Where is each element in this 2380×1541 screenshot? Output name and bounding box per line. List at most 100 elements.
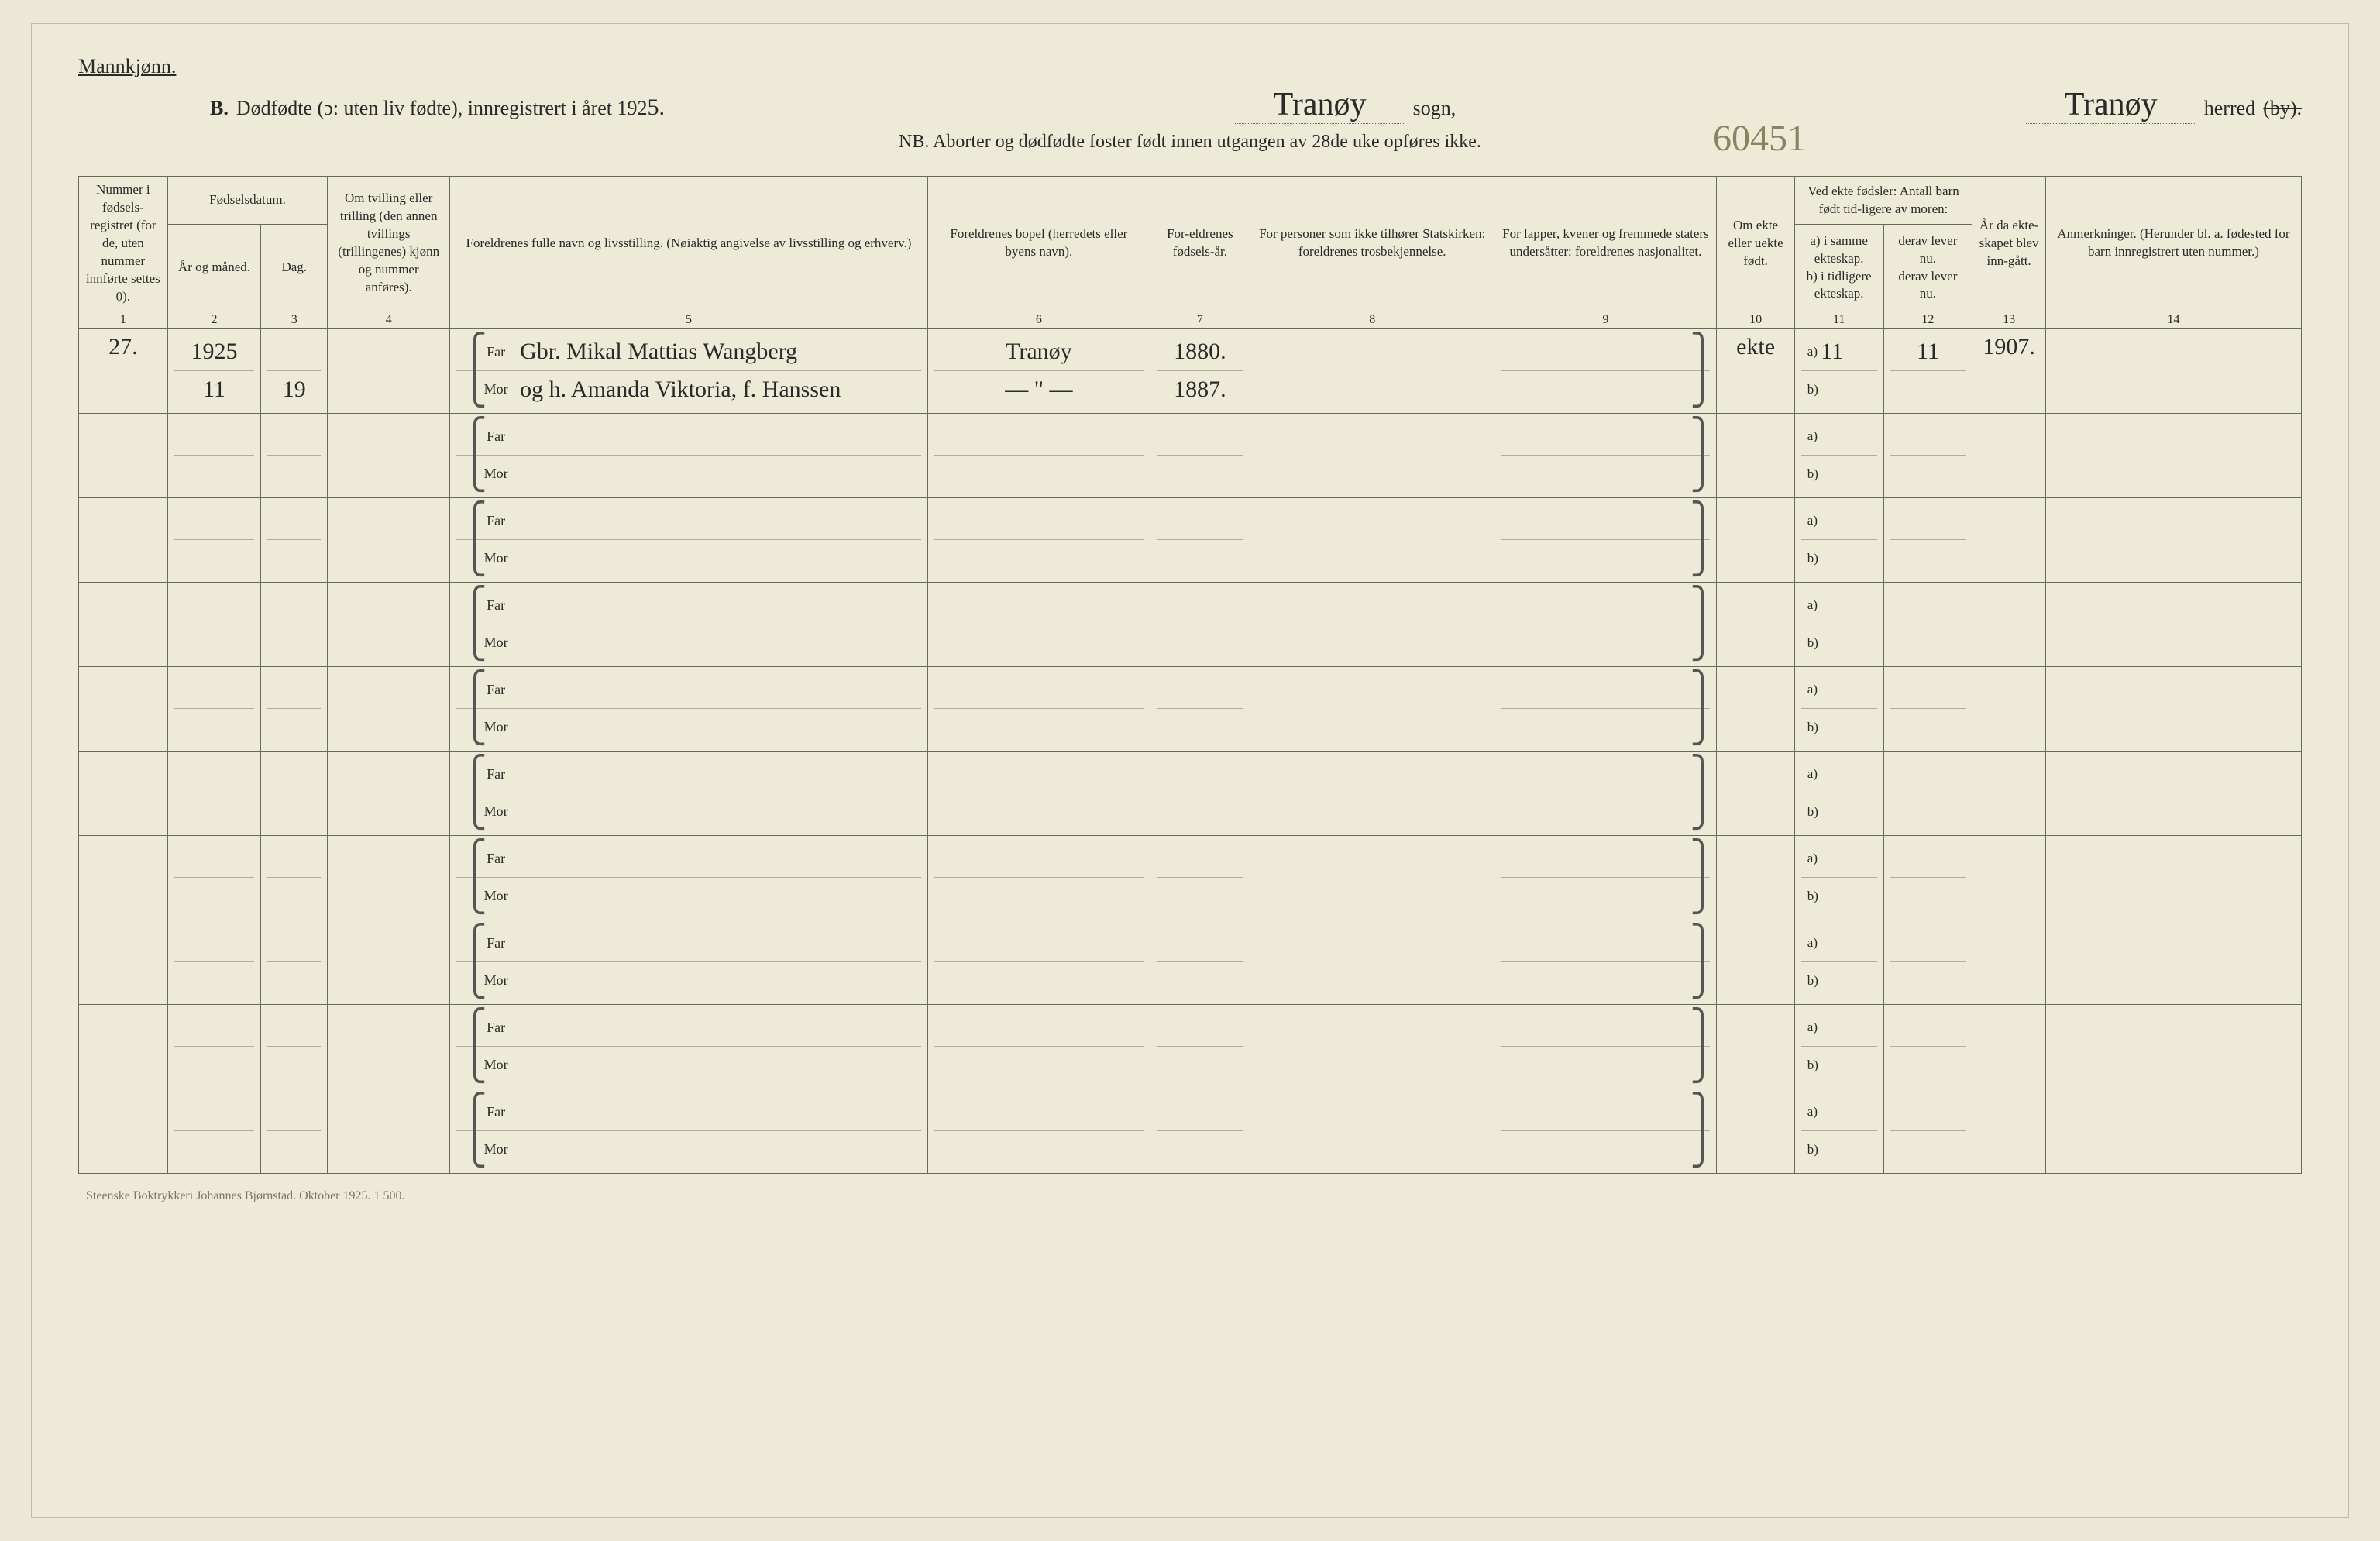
cell-year-month — [167, 582, 260, 666]
far-name: Gbr. Mikal Mattias Wangberg — [515, 339, 915, 365]
cell-marriage-year — [1972, 835, 2046, 920]
col-11-12-group-header: Ved ekte fødsler: Antall barn født tid-l… — [1794, 177, 1972, 225]
cell-marriage-year — [1972, 666, 2046, 751]
table-row: ⎧ Far ⎩ Mor ⎫ ⎭ a) b) — [79, 497, 2302, 582]
colnum: 3 — [261, 311, 328, 328]
cell-parents: ⎧ Far ⎩ Mor — [450, 497, 928, 582]
table-row: 27.1925 11 19 ⎧ Far Gbr. Mikal Mattias W… — [79, 328, 2302, 413]
cell-year-month — [167, 1004, 260, 1089]
mor-label: Mor — [476, 381, 515, 397]
table-row: ⎧ Far ⎩ Mor ⎫ ⎭ a) b) — [79, 666, 2302, 751]
cell-nationality: ⎫ ⎭ — [1494, 920, 1717, 1004]
ab-b-label: b) — [1807, 466, 1818, 482]
col-8-header: For personer som ikke tilhører Statskirk… — [1250, 177, 1494, 311]
cell-day — [261, 582, 328, 666]
far-label: Far — [476, 851, 515, 867]
cell-bopel: Tranøy — " — — [927, 328, 1150, 413]
title-line: B. Dødfødte (ɔ: uten liv fødte), innregi… — [78, 86, 2302, 124]
cell-c12 — [1883, 751, 1972, 835]
cell-remarks — [2045, 666, 2301, 751]
sogn-value: Tranøy — [1235, 86, 1405, 124]
cell-c11: a) b) — [1794, 582, 1883, 666]
year-value: 1925 — [191, 339, 237, 365]
cell-year-month — [167, 413, 260, 497]
cell-ekte — [1717, 835, 1794, 920]
colnum: 7 — [1150, 311, 1250, 328]
mor-label: Mor — [476, 972, 515, 989]
cell-twin — [328, 1004, 450, 1089]
table-header: Nummer i fødsels-registret (for de, uten… — [79, 177, 2302, 329]
cell-faith — [1250, 328, 1494, 413]
ab-a-label: a) — [1807, 1020, 1818, 1035]
year-suffix: 5. — [648, 95, 666, 120]
colnum: 8 — [1250, 311, 1494, 328]
cell-faith — [1250, 751, 1494, 835]
cell-bopel — [927, 497, 1150, 582]
mor-label: Mor — [476, 888, 515, 904]
cell-ekte: ekte — [1717, 328, 1794, 413]
cell-parents: ⎧ Far ⎩ Mor — [450, 666, 928, 751]
col-10-header: Om ekte eller uekte født. — [1717, 177, 1794, 311]
ab-a-label: a) — [1807, 428, 1818, 444]
cell-day — [261, 1004, 328, 1089]
cell-nationality: ⎫ ⎭ — [1494, 1089, 1717, 1173]
cell-num — [79, 920, 168, 1004]
far-label: Far — [476, 682, 515, 698]
cell-ekte — [1717, 582, 1794, 666]
cell-year-month — [167, 666, 260, 751]
cell-nationality: ⎫ ⎭ — [1494, 497, 1717, 582]
cell-ekte — [1717, 1004, 1794, 1089]
cell-ekte — [1717, 497, 1794, 582]
cell-year-month — [167, 751, 260, 835]
colnum: 4 — [328, 311, 450, 328]
cell-bopel — [927, 413, 1150, 497]
mor-label: Mor — [476, 719, 515, 735]
cell-c11: a) b) — [1794, 920, 1883, 1004]
cell-c11: a) b) — [1794, 835, 1883, 920]
cell-birthyears — [1150, 497, 1250, 582]
cell-parents: ⎧ Far ⎩ Mor — [450, 1004, 928, 1089]
sogn-label: sogn, — [1413, 97, 1457, 120]
cell-bopel — [927, 1089, 1150, 1173]
ab-a-label: a) — [1807, 344, 1818, 359]
far-label: Far — [476, 344, 515, 360]
cell-year-month: 1925 11 — [167, 328, 260, 413]
birthyear-far: 1880. — [1174, 339, 1226, 365]
col-4-header: Om tvilling eller trilling (den annen tv… — [328, 177, 450, 311]
col-6-header: Foreldrenes bopel (herredets eller byens… — [927, 177, 1150, 311]
reference-number: 60451 — [1713, 117, 1806, 160]
cell-remarks — [2045, 920, 2301, 1004]
section-letter: B. — [210, 97, 229, 120]
cell-c12: 11 — [1883, 328, 1972, 413]
cell-remarks — [2045, 328, 2301, 413]
ekte-value: ekte — [1736, 334, 1775, 359]
colnum: 13 — [1972, 311, 2046, 328]
cell-num — [79, 751, 168, 835]
c11a-value: 11 — [1821, 339, 1843, 365]
ab-b-label: b) — [1807, 1058, 1818, 1073]
cell-faith — [1250, 413, 1494, 497]
register-table: Nummer i fødsels-registret (for de, uten… — [78, 176, 2302, 1174]
ab-a-label: a) — [1807, 682, 1818, 697]
cell-marriage-year — [1972, 1004, 2046, 1089]
far-label: Far — [476, 1104, 515, 1120]
birthyear-mor: 1887. — [1174, 377, 1226, 403]
cell-bopel — [927, 666, 1150, 751]
ab-a-label: a) — [1807, 766, 1818, 782]
cell-num: 27. — [79, 328, 168, 413]
cell-parents: ⎧ Far ⎩ Mor — [450, 1089, 928, 1173]
col-2-group-header: Fødselsdatum. — [167, 177, 328, 225]
cell-day — [261, 666, 328, 751]
colnum: 14 — [2045, 311, 2301, 328]
cell-remarks — [2045, 835, 2301, 920]
ab-a-label: a) — [1807, 513, 1818, 528]
cell-bopel — [927, 835, 1150, 920]
ab-b-label: b) — [1807, 973, 1818, 989]
col-14-header: Anmerkninger. (Herunder bl. a. fødested … — [2045, 177, 2301, 311]
cell-c11: a) b) — [1794, 666, 1883, 751]
printer-footer: Steenske Boktrykkeri Johannes Bjørnstad.… — [78, 1189, 2302, 1203]
col-5-header: Foreldrenes fulle navn og livsstilling. … — [450, 177, 928, 311]
cell-c12 — [1883, 413, 1972, 497]
herred-label: herred — [2204, 97, 2255, 120]
title-main: Dødfødte (ɔ: uten liv fødte), innregistr… — [236, 95, 665, 121]
